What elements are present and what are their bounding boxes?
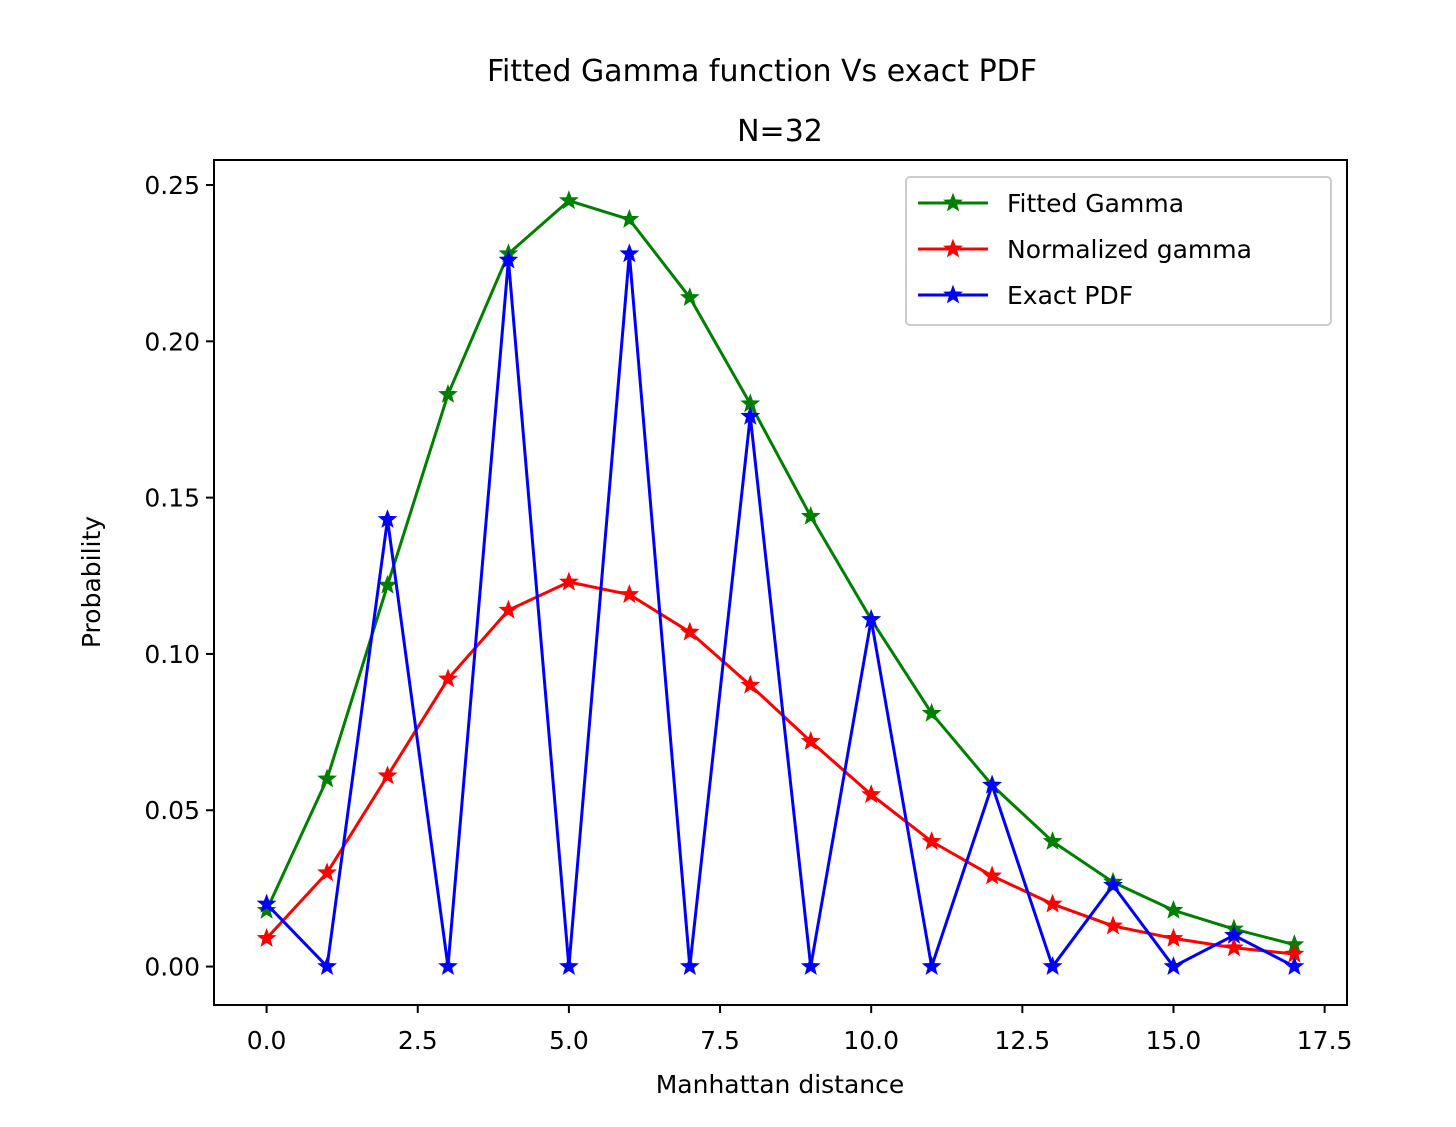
data-point xyxy=(861,784,882,804)
data-point xyxy=(558,571,579,591)
x-tick-label: 7.5 xyxy=(700,1026,740,1055)
data-point xyxy=(1163,927,1184,947)
data-point xyxy=(317,862,337,882)
data-point xyxy=(1103,915,1123,935)
data-point xyxy=(256,893,277,913)
y-tick-label: 0.00 xyxy=(144,953,200,982)
x-tick-label: 10.0 xyxy=(843,1026,899,1055)
data-point xyxy=(982,865,1003,885)
legend: Fitted Gamma Normalized gamma Exact PDF xyxy=(905,176,1332,326)
data-point xyxy=(558,190,579,210)
data-point xyxy=(921,831,942,850)
data-point xyxy=(800,956,821,975)
x-tick-label: 12.5 xyxy=(994,1026,1050,1055)
chart-title: Fitted Gamma function Vs exact PDF xyxy=(487,54,1037,89)
series-line xyxy=(265,252,1296,969)
data-point xyxy=(1224,924,1244,944)
data-point xyxy=(619,584,640,603)
data-point xyxy=(438,956,458,975)
data-point xyxy=(1042,893,1063,913)
x-tick-label: 0.0 xyxy=(247,1026,287,1055)
data-point xyxy=(1163,956,1184,975)
data-point xyxy=(679,621,700,641)
plot-frame xyxy=(213,159,1348,1006)
data-point xyxy=(679,956,700,975)
data-point xyxy=(982,774,1003,794)
data-point xyxy=(619,243,640,263)
data-point xyxy=(800,731,821,750)
x-axis-label: Manhattan distance xyxy=(656,1070,905,1099)
y-tick-label: 0.05 xyxy=(144,796,200,825)
series-normalized-gamma xyxy=(256,571,1305,963)
legend-label: Fitted Gamma xyxy=(1007,189,1184,218)
legend-marker xyxy=(943,192,963,212)
legend-box xyxy=(905,176,1332,326)
legend-item: Exact PDF xyxy=(918,281,1133,310)
data-point xyxy=(1163,899,1184,919)
y-axis: 0.00 0.05 0.10 0.15 0.20 0.25 xyxy=(144,171,214,982)
data-point xyxy=(1042,831,1063,850)
x-axis: 0.0 2.5 5.0 7.5 10.0 12.5 15.0 17.5 xyxy=(247,1005,1353,1055)
series-fitted-gamma xyxy=(256,190,1305,954)
data-point xyxy=(498,599,519,619)
data-point xyxy=(317,768,337,788)
legend-item: Normalized gamma xyxy=(918,235,1252,264)
legend-marker xyxy=(943,284,963,304)
x-tick-label: 2.5 xyxy=(398,1026,438,1055)
data-point xyxy=(1103,874,1123,894)
legend-label: Normalized gamma xyxy=(1007,235,1252,264)
series-exact-pdf xyxy=(256,243,1305,975)
data-point xyxy=(1042,956,1063,975)
x-tick-label: 15.0 xyxy=(1146,1026,1202,1055)
data-point xyxy=(377,765,398,785)
data-point xyxy=(619,208,640,228)
data-point xyxy=(861,609,882,628)
data-point xyxy=(921,956,942,975)
y-axis-label: Probability xyxy=(77,516,106,648)
series-layer xyxy=(256,190,1305,975)
data-point xyxy=(377,509,398,528)
series-line xyxy=(265,199,1295,947)
data-point xyxy=(740,674,761,694)
chart-subtitle: N=32 xyxy=(737,114,823,149)
data-point xyxy=(317,956,337,975)
data-point xyxy=(438,668,458,688)
data-point xyxy=(256,899,277,919)
data-point xyxy=(1224,937,1244,957)
legend-marker xyxy=(943,238,963,258)
y-tick-label: 0.15 xyxy=(144,484,200,513)
x-tick-label: 17.5 xyxy=(1297,1026,1353,1055)
data-point xyxy=(438,384,458,403)
y-tick-label: 0.10 xyxy=(144,640,200,669)
legend-label: Exact PDF xyxy=(1007,281,1133,310)
data-point xyxy=(921,702,942,722)
data-point xyxy=(256,927,277,947)
data-point xyxy=(498,249,519,269)
legend-item: Fitted Gamma xyxy=(918,189,1184,218)
data-point xyxy=(679,287,700,306)
y-tick-label: 0.25 xyxy=(144,171,200,200)
data-point xyxy=(740,405,761,425)
data-point xyxy=(800,505,821,525)
data-point xyxy=(1284,956,1305,975)
series-line xyxy=(265,580,1295,956)
y-tick-label: 0.20 xyxy=(144,327,200,356)
x-tick-label: 5.0 xyxy=(549,1026,589,1055)
data-point xyxy=(558,956,579,975)
data-point xyxy=(377,574,398,594)
